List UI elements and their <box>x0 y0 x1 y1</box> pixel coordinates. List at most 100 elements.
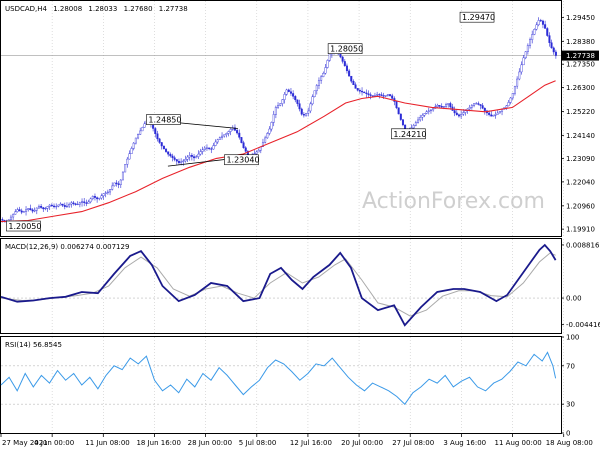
price-y-tick-label: 1.20960 <box>566 202 595 210</box>
candle-body <box>395 101 398 108</box>
candle-body <box>199 151 202 155</box>
price-plot: 1.29450 1.28380 1.27350 1.26300 1.25220 1.241… <box>0 1 599 433</box>
candle-body <box>89 198 92 203</box>
candle-body <box>218 137 221 140</box>
candle-body <box>156 133 159 140</box>
candle-body <box>481 105 484 109</box>
candle-body <box>522 57 525 66</box>
candle-body <box>317 80 320 86</box>
candle-body <box>137 134 140 139</box>
candle-body <box>264 137 267 143</box>
candle-body <box>20 210 23 213</box>
candle-body <box>483 107 486 112</box>
candle-body <box>96 197 99 200</box>
candle-body <box>509 97 512 103</box>
candle-body <box>425 111 428 114</box>
candle-body <box>268 128 271 134</box>
price-y-tick-label: 1.28380 <box>566 38 595 46</box>
macd-panel-frame <box>0 238 562 334</box>
candle-body <box>541 20 544 25</box>
candle-body <box>339 53 342 58</box>
candle-body <box>417 119 420 123</box>
candle-body <box>121 171 124 181</box>
candle-body <box>397 107 400 115</box>
candle-body <box>29 208 32 210</box>
candle-body <box>447 103 450 105</box>
candle-body <box>365 92 368 94</box>
candle-body <box>169 153 172 157</box>
price-annotation-label: 1.23040 <box>226 156 259 165</box>
candle-body <box>180 161 183 163</box>
candle-body <box>440 105 443 108</box>
price-symbol: USDCAD,H4 <box>5 5 48 13</box>
candle-body <box>74 203 77 205</box>
candle-body <box>324 67 327 74</box>
candle-body <box>535 24 538 30</box>
candle-body <box>498 110 501 114</box>
candle-body <box>473 103 476 106</box>
candle-body <box>511 93 514 99</box>
candle-body <box>128 153 131 160</box>
candle-body <box>371 95 374 97</box>
candle-body <box>289 91 292 94</box>
macd-y-tick-label: 0.00 <box>566 295 582 303</box>
candle-body <box>68 204 71 207</box>
price-low: 1.27680 <box>124 5 153 13</box>
price-annotation-label: 1.28050 <box>330 45 363 54</box>
candle-body <box>363 91 366 94</box>
price-y-tick-label: 1.19910 <box>566 226 595 234</box>
candle-body <box>361 90 364 93</box>
candle-body <box>343 61 346 67</box>
candle-body <box>311 96 314 105</box>
candle-body <box>152 124 155 129</box>
candle-body <box>182 160 185 163</box>
candle-body <box>229 129 232 132</box>
candle-body <box>117 183 120 185</box>
candle-body <box>167 151 170 155</box>
rsi-plot: 100 70 30 0 <box>0 334 579 438</box>
x-tick-label: 18 Aug 08:00 <box>546 439 593 447</box>
x-tick-label: 5 Jul 08:00 <box>239 439 277 447</box>
candle-body <box>292 93 295 97</box>
candle-body <box>173 157 176 160</box>
price-annotation-label: 1.20050 <box>8 222 41 231</box>
candle-body <box>341 56 344 62</box>
candle-body <box>223 134 226 137</box>
price-annotation-label: 1.24850 <box>148 116 181 125</box>
x-tick-label: 27 May 2021 <box>2 439 48 447</box>
candle-body <box>345 65 348 72</box>
candle-body <box>63 205 66 207</box>
candle-body <box>154 128 157 134</box>
price-annotation-box <box>327 43 363 54</box>
price-annotation-box <box>391 128 426 140</box>
candle-body <box>533 29 536 35</box>
candle-body <box>132 142 135 149</box>
rsi-panel-header: RSI(14) 56.8545 <box>5 341 62 349</box>
candle-body <box>255 151 258 154</box>
price-high: 1.28033 <box>88 5 117 13</box>
price-annotation-box <box>224 154 259 166</box>
candle-body <box>40 206 43 208</box>
price-y-tick-label: 1.22040 <box>566 178 595 186</box>
candle-body <box>221 135 224 138</box>
candle-body <box>524 51 527 59</box>
candle-body <box>320 76 323 81</box>
candle-body <box>526 45 529 52</box>
candle-body <box>33 210 36 212</box>
candle-body <box>240 137 243 143</box>
candle-body <box>546 28 549 36</box>
candle-body <box>432 108 435 111</box>
candle-body <box>449 103 452 108</box>
candle-body <box>445 104 448 107</box>
candle-body <box>201 149 204 152</box>
candle-body <box>376 94 379 96</box>
candle-body <box>53 205 56 208</box>
candle-body <box>184 159 187 162</box>
candle-body <box>537 20 540 26</box>
price-close: 1.27738 <box>159 5 188 13</box>
candle-body <box>350 75 353 82</box>
x-tick-label: 3 Aug 16:00 <box>443 439 486 447</box>
candle-body <box>384 95 387 97</box>
current-price-label: 1.27738 <box>566 52 595 60</box>
